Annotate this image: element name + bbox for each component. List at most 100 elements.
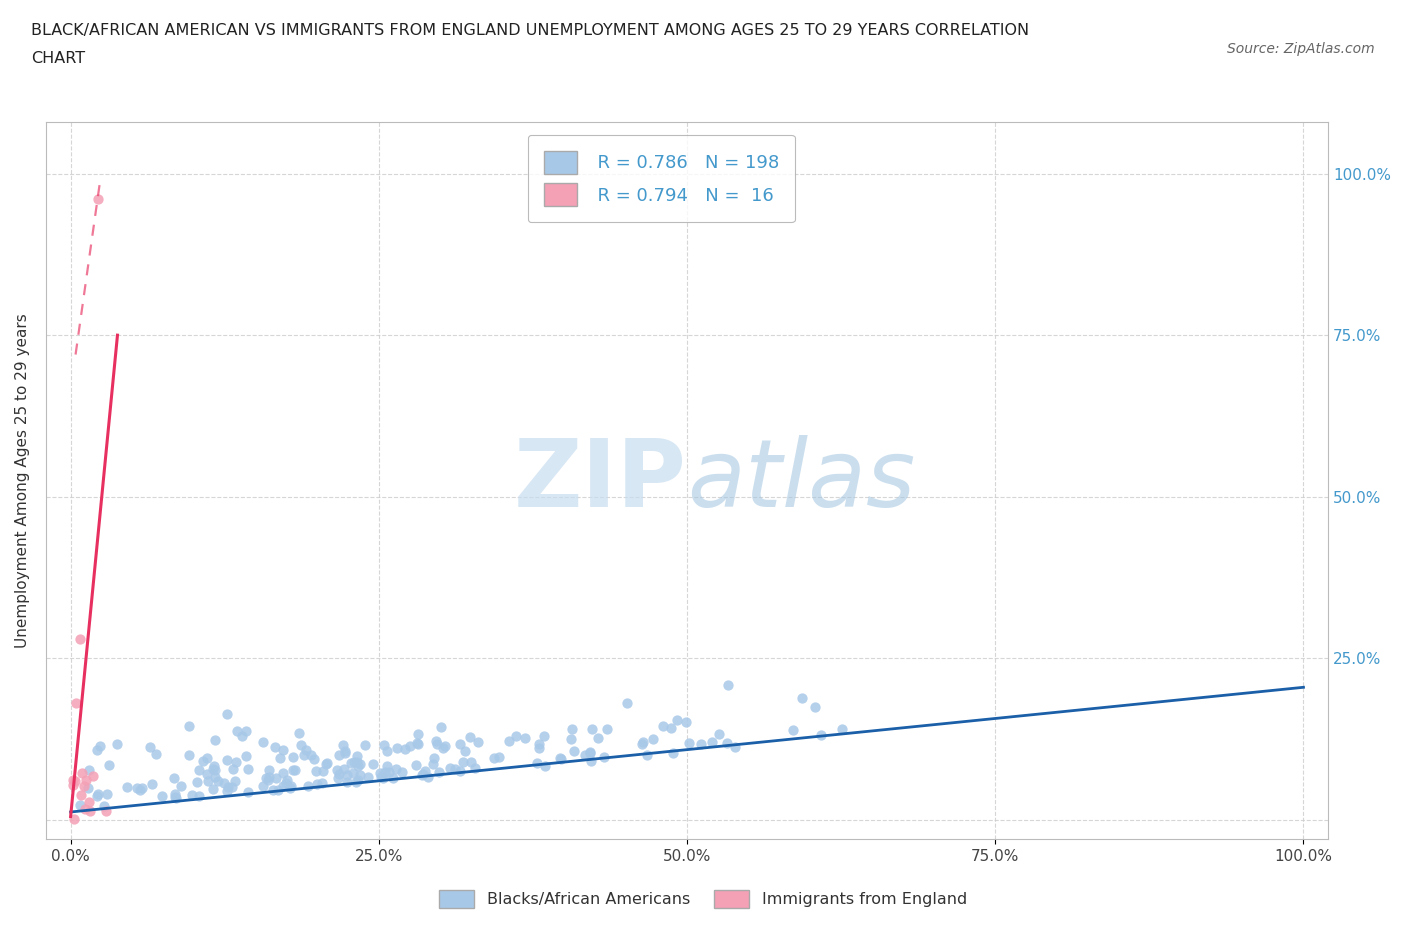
Point [482,751,505,765]
Point [560,731,582,746]
Point [707,726,730,741]
Point [139,739,162,754]
Y-axis label: Unemployment Among Ages 25 to 29 years: Unemployment Among Ages 25 to 29 years [15,313,30,648]
Point [505,728,527,743]
Point [215,753,238,768]
Point [236,785,259,800]
Point [225,724,247,738]
Point [69,631,91,646]
Point [333,744,356,759]
Point [399,738,422,753]
Point [454,744,477,759]
Point [831,722,853,737]
Point [195,751,218,765]
Point [423,751,446,765]
Point [165,791,187,806]
Point [467,735,489,750]
Point [579,746,602,761]
Point [498,733,520,748]
Point [636,748,658,763]
Point [426,737,449,751]
Point [77,780,100,795]
Point [225,755,247,770]
Point [264,739,287,754]
Point [586,730,609,745]
Point [361,757,384,772]
Point [115,780,138,795]
Point [197,774,219,789]
Point [425,733,447,748]
Point [527,737,550,751]
Point [326,763,349,777]
Point [257,773,280,788]
Point [562,744,585,759]
Point [354,737,377,752]
Point [93,799,115,814]
Point [595,722,617,737]
Point [70,765,93,780]
Point [63,811,86,826]
Point [187,789,209,804]
Point [267,783,290,798]
Point [378,764,401,779]
Point [429,720,451,735]
Point [262,783,284,798]
Point [131,780,153,795]
Point [283,763,305,777]
Point [335,746,357,761]
Point [188,763,211,777]
Point [406,737,429,751]
Point [305,777,328,791]
Point [381,771,404,786]
Point [202,759,225,774]
Point [87,787,110,802]
Point [675,714,697,729]
Point [195,766,218,781]
Point [191,754,214,769]
Point [290,737,312,752]
Point [548,751,571,765]
Point [449,737,471,751]
Point [411,767,433,782]
Point [579,745,602,760]
Point [217,707,239,722]
Point [63,773,86,788]
Point [422,756,444,771]
Point [73,778,96,793]
Point [82,769,104,784]
Legend:   R = 0.786   N = 198,   R = 0.794   N =  16: R = 0.786 N = 198, R = 0.794 N = 16 [527,135,794,222]
Point [150,789,173,804]
Point [724,740,747,755]
Point [207,773,229,788]
Point [204,732,226,747]
Point [221,779,243,794]
Point [581,722,603,737]
Point [385,762,408,777]
Point [333,762,356,777]
Point [271,743,294,758]
Point [790,691,813,706]
Point [717,678,740,693]
Point [305,764,328,779]
Point [315,757,337,772]
Point [370,770,392,785]
Point [274,776,297,790]
Point [357,770,380,785]
Point [527,741,550,756]
Point [69,797,91,812]
Point [281,750,304,764]
Point [561,722,583,737]
Point [238,762,260,777]
Point [513,730,536,745]
Text: ZIP: ZIP [515,434,688,526]
Point [299,748,322,763]
Point [810,727,832,742]
Point [276,773,298,788]
Point [65,696,87,711]
Point [374,764,396,779]
Point [180,788,202,803]
Point [375,758,398,773]
Point [105,737,128,751]
Point [368,766,391,781]
Point [387,740,409,755]
